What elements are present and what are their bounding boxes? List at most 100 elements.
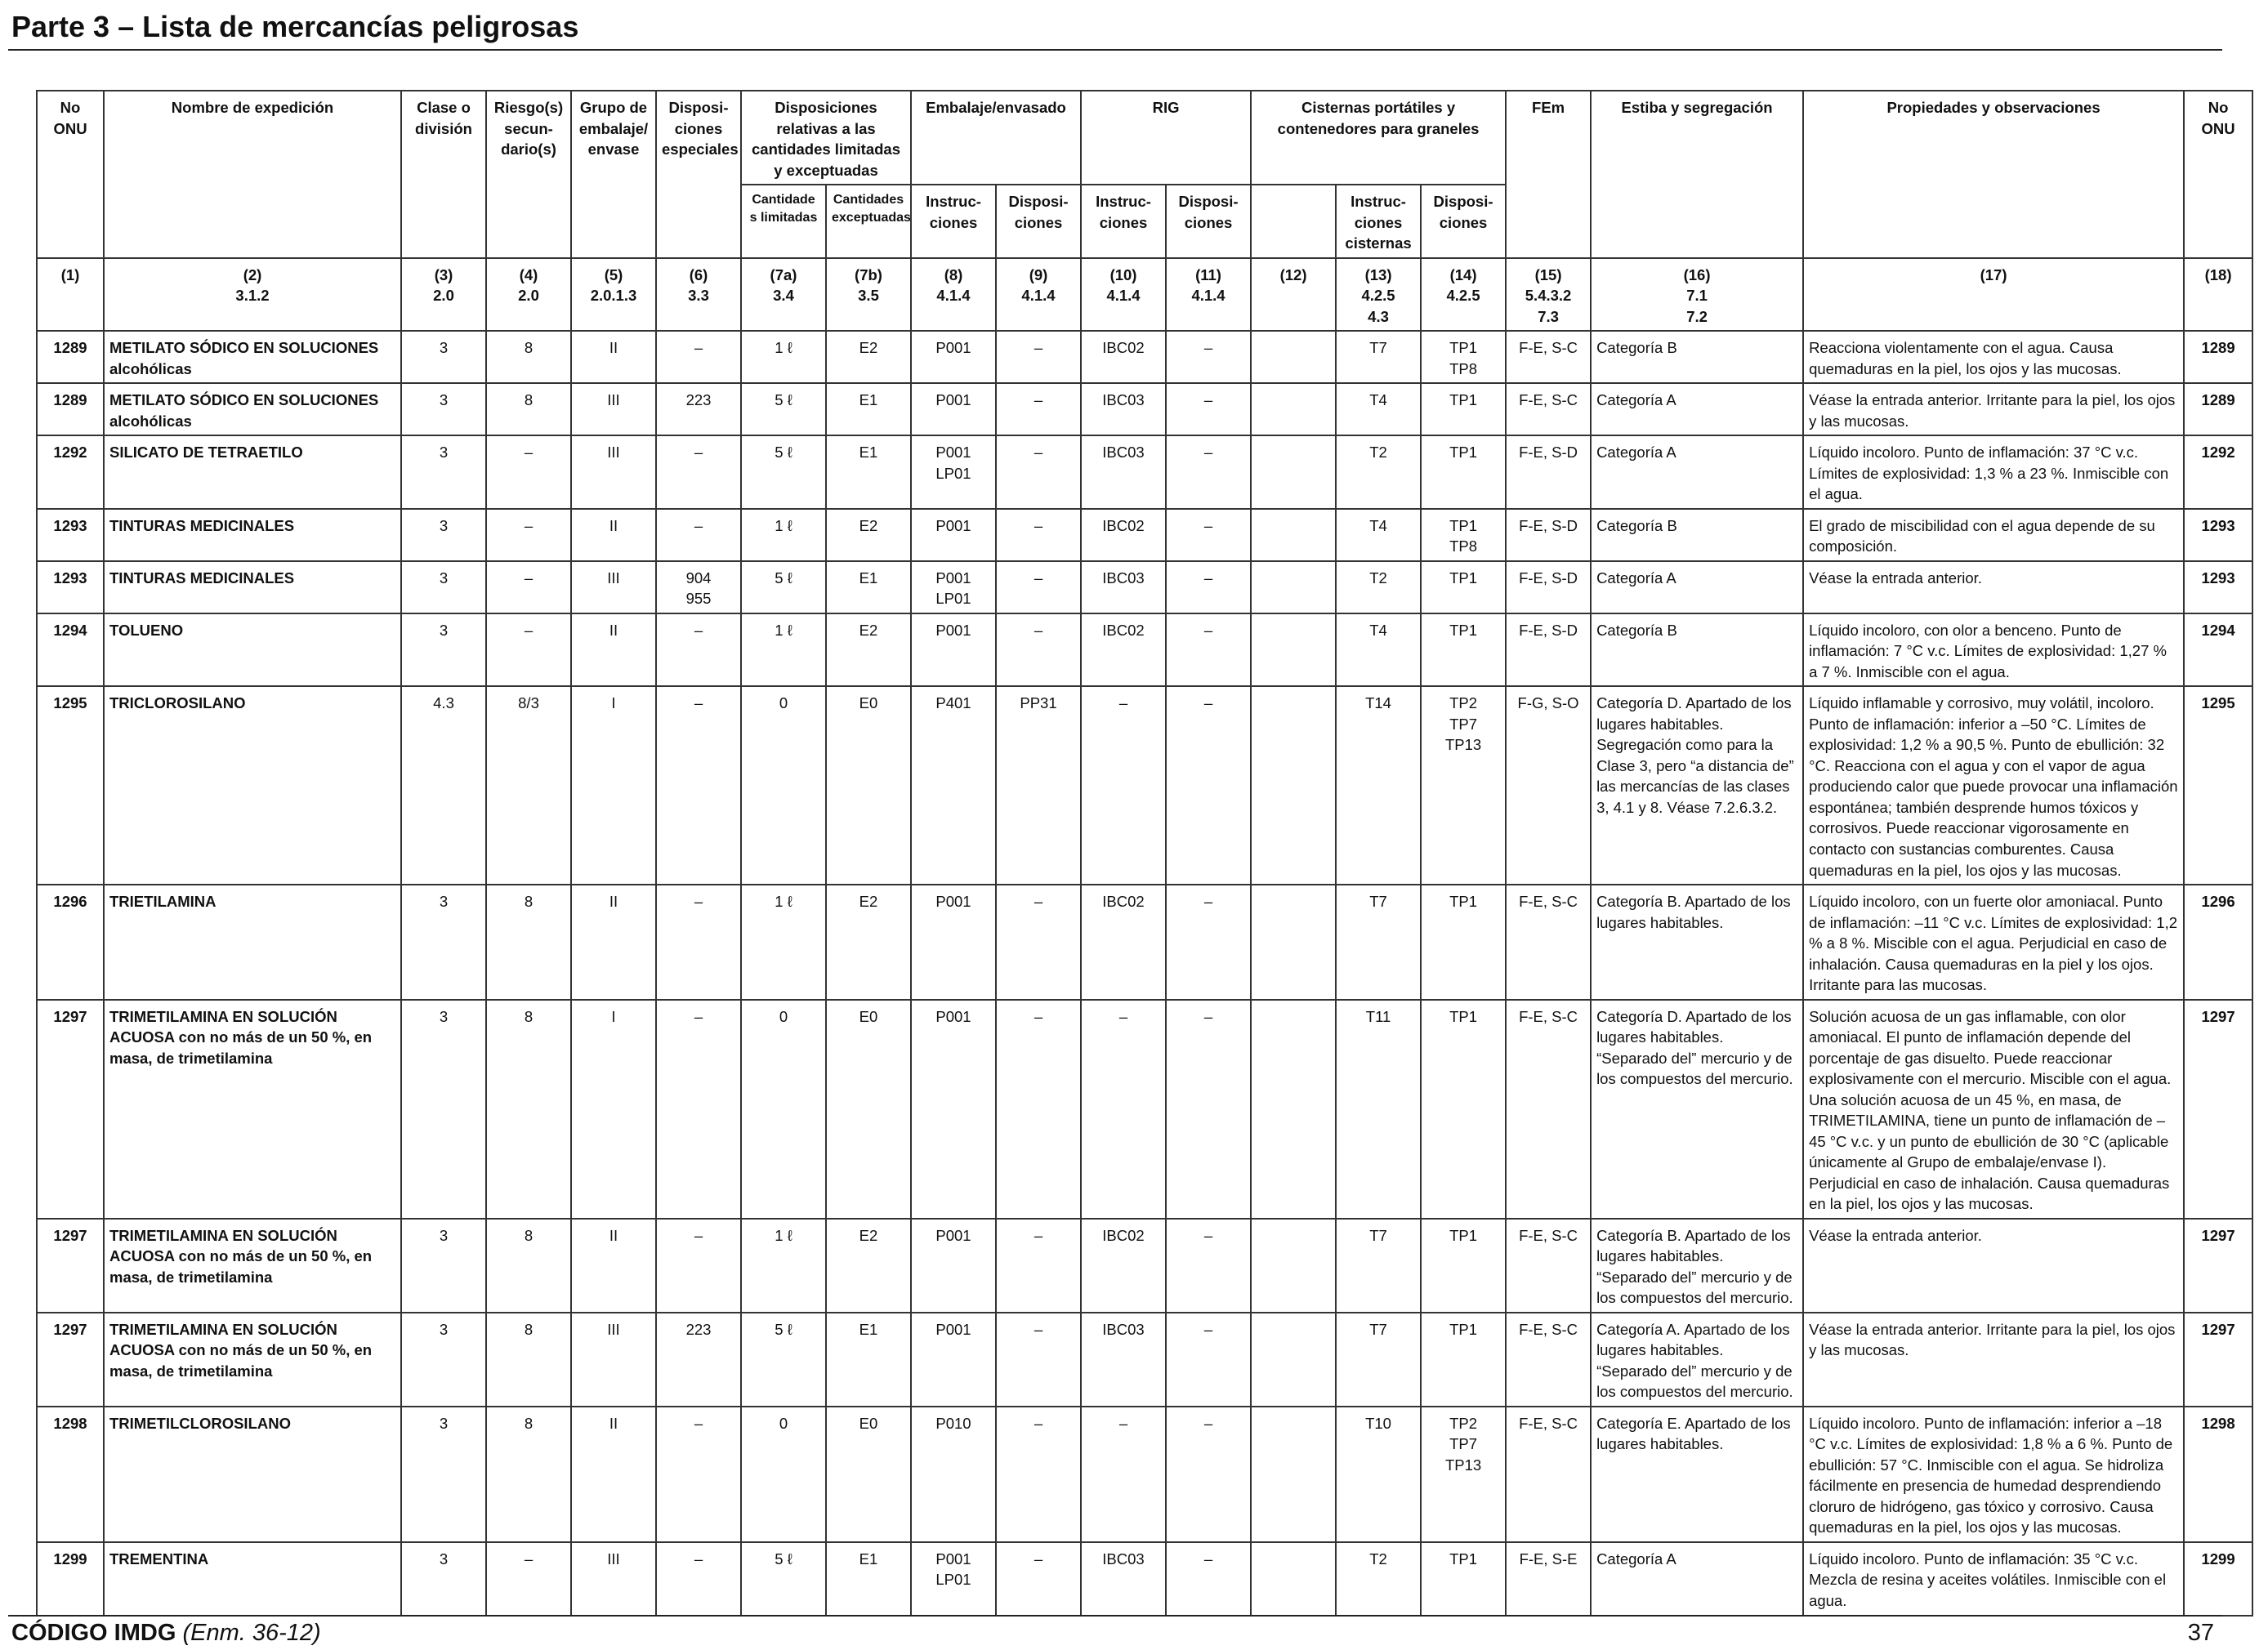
shipping-name-line: TINTURAS MEDICINALES bbox=[109, 569, 295, 586]
table-row: 1289 METILATO SÓDICO EN SOLUCIONES alcohó… bbox=[36, 330, 2254, 385]
packing-instruction-line: P001 bbox=[935, 516, 971, 534]
limited-quantity: 5 ℓ bbox=[740, 382, 827, 437]
column-ref-line: 7.1 bbox=[1686, 287, 1708, 305]
column-ref-line: (15) bbox=[1534, 265, 1562, 283]
column-12 bbox=[1250, 1311, 1337, 1407]
stowage-segregation: Categoría E. Apartado de los lugares hab… bbox=[1590, 1405, 1805, 1543]
column-12 bbox=[1250, 998, 1337, 1220]
class: 3 bbox=[400, 1217, 487, 1313]
properties-observations: Líquido incoloro, con olor a benceno. Pu… bbox=[1802, 612, 2185, 688]
tank-provision-line: TP2 bbox=[1449, 694, 1478, 712]
ibc-instruction: IBC02 bbox=[1080, 884, 1167, 1001]
ems: F-E, S-C bbox=[1505, 1311, 1592, 1407]
shipping-name-line: TRIMETILAMINA EN SOLUCIÓN ACUOSA con no … bbox=[109, 1007, 373, 1067]
un-number-right: 1297 bbox=[2183, 998, 2254, 1220]
stowage-segregation: Categoría A. Apartado de los lugares hab… bbox=[1590, 1311, 1805, 1407]
ibc-provision: – bbox=[1165, 1541, 1252, 1617]
class: 3 bbox=[400, 1405, 487, 1543]
column-12 bbox=[1250, 612, 1337, 688]
tank-provision-line: TP1 bbox=[1449, 1226, 1478, 1244]
tank-provision-line: TP1 bbox=[1449, 1550, 1478, 1568]
excepted-quantity: E2 bbox=[825, 330, 912, 385]
tank-provision: TP1 bbox=[1420, 998, 1507, 1220]
ems: F-E, S-D bbox=[1505, 507, 1592, 562]
column-ref-line: (8) bbox=[944, 265, 963, 283]
excepted-quantity: E2 bbox=[825, 1217, 912, 1313]
ibc-instruction: IBC03 bbox=[1080, 435, 1167, 510]
col-header-tank-instructions: Instruc-ciones cisternas bbox=[1335, 184, 1422, 259]
col-header-packing-instructions: Instruc-ciones bbox=[910, 184, 997, 259]
ibc-instruction: IBC03 bbox=[1080, 1311, 1167, 1407]
ibc-provision: – bbox=[1165, 884, 1252, 1001]
un-number: 1293 bbox=[36, 560, 105, 614]
packing-instruction: P001 LP01 bbox=[910, 560, 997, 614]
column-ref-line: (11) bbox=[1195, 265, 1221, 283]
table-row: 1296 TRIETILAMINA 3 8 II –1 ℓ E2 P001– IBC02– T7 T… bbox=[36, 884, 2254, 1001]
subsidiary-risk: 8 bbox=[485, 884, 572, 1001]
un-number-right: 1296 bbox=[2183, 884, 2254, 1001]
class: 3 bbox=[400, 1541, 487, 1617]
excepted-quantity: E1 bbox=[825, 382, 912, 437]
packing-provision: – bbox=[994, 1311, 1083, 1407]
packing-provision: – bbox=[994, 1541, 1083, 1617]
special-provisions: 223 bbox=[655, 1311, 742, 1407]
packing-instruction-line: P001 bbox=[935, 893, 971, 911]
class: 3 bbox=[400, 884, 487, 1001]
shipping-name: METILATO SÓDICO EN SOLUCIONES alcohólica… bbox=[103, 330, 402, 385]
column-ref-line: 4.2.5 bbox=[1446, 287, 1480, 305]
subsidiary-risk: 8 bbox=[485, 1405, 572, 1543]
tank-instruction: T4 bbox=[1335, 612, 1422, 688]
column-ref-line: 4.3 bbox=[1368, 307, 1389, 325]
column-ref-line: (17) bbox=[1980, 265, 2007, 283]
tank-provision-line: TP8 bbox=[1449, 359, 1478, 377]
column-ref-line: (13) bbox=[1364, 265, 1392, 283]
col-header-ibc: RIG bbox=[1080, 89, 1252, 186]
column-ref-10: (9) 4.1.4 bbox=[994, 256, 1083, 332]
ems: F-E, S-C bbox=[1505, 998, 1592, 1220]
packing-instruction: P001 bbox=[910, 507, 997, 562]
tank-provision: TP1 TP8 bbox=[1420, 330, 1507, 385]
tank-provision: TP1 bbox=[1420, 612, 1507, 688]
table-row: 1293 TINTURAS MEDICINALES 3– III 904 955 5 ℓ E1… bbox=[36, 560, 2254, 614]
tank-provision: TP1 bbox=[1420, 1311, 1507, 1407]
packing-provision: – bbox=[994, 612, 1083, 688]
packing-group: III bbox=[570, 382, 657, 437]
shipping-name-line: TREMENTINA bbox=[109, 1550, 209, 1568]
stowage-segregation: Categoría B bbox=[1590, 330, 1805, 385]
special-provisions: 904 955 bbox=[655, 560, 742, 614]
special-provisions: – bbox=[655, 435, 742, 510]
ibc-instruction: IBC02 bbox=[1080, 1217, 1167, 1313]
tank-provision: TP1 TP8 bbox=[1420, 507, 1507, 562]
col-header-un-no-right: No ONU bbox=[2183, 90, 2254, 259]
properties-observations: Reacciona violentamente con el agua. Cau… bbox=[1802, 330, 2185, 385]
col-header-class: Clase o división bbox=[400, 90, 487, 259]
shipping-name: SILICATO DE TETRAETILO bbox=[103, 435, 402, 510]
tank-provision-line: TP1 bbox=[1449, 1007, 1478, 1025]
special-provisions-line: – bbox=[694, 516, 703, 534]
column-ref-line: (5) bbox=[604, 265, 623, 283]
tank-provision-line: TP1 bbox=[1449, 444, 1478, 462]
shipping-name: TRIMETILAMINA EN SOLUCIÓN ACUOSA con no … bbox=[103, 1217, 402, 1313]
un-number: 1292 bbox=[36, 435, 105, 510]
column-ref-18: (17) bbox=[1802, 256, 2185, 332]
col-header-stowage: Estiba y segregación bbox=[1590, 90, 1805, 259]
packing-instruction: P001 bbox=[910, 1311, 997, 1407]
packing-instruction: P001 bbox=[910, 998, 997, 1220]
column-reference-row: (1) (2) 3.1.2 (3) 2.0 (4) 2.0 (5) 2.0.1.3 (6) 3.3(… bbox=[36, 256, 2254, 332]
tank-provision: TP1 bbox=[1420, 884, 1507, 1001]
un-number: 1297 bbox=[36, 1311, 105, 1407]
packing-group: II bbox=[570, 507, 657, 562]
un-number: 1295 bbox=[36, 685, 105, 886]
packing-provision: – bbox=[994, 998, 1083, 1220]
subsidiary-risk: – bbox=[485, 560, 572, 614]
limited-quantity: 1 ℓ bbox=[740, 330, 827, 385]
stowage-segregation: Categoría A bbox=[1590, 1541, 1805, 1617]
col-header-special-provisions: Disposi-ciones especiales bbox=[655, 90, 742, 259]
ibc-provision: – bbox=[1165, 1311, 1252, 1407]
ibc-instruction: IBC03 bbox=[1080, 1541, 1167, 1617]
dangerous-goods-table: No ONU Nombre de expedición Clase o divi… bbox=[36, 89, 2254, 1617]
packing-group: III bbox=[570, 1541, 657, 1617]
special-provisions: – bbox=[655, 612, 742, 688]
tank-instruction: T2 bbox=[1335, 560, 1422, 614]
stowage-segregation: Categoría D. Apartado de los lugares hab… bbox=[1590, 998, 1805, 1220]
